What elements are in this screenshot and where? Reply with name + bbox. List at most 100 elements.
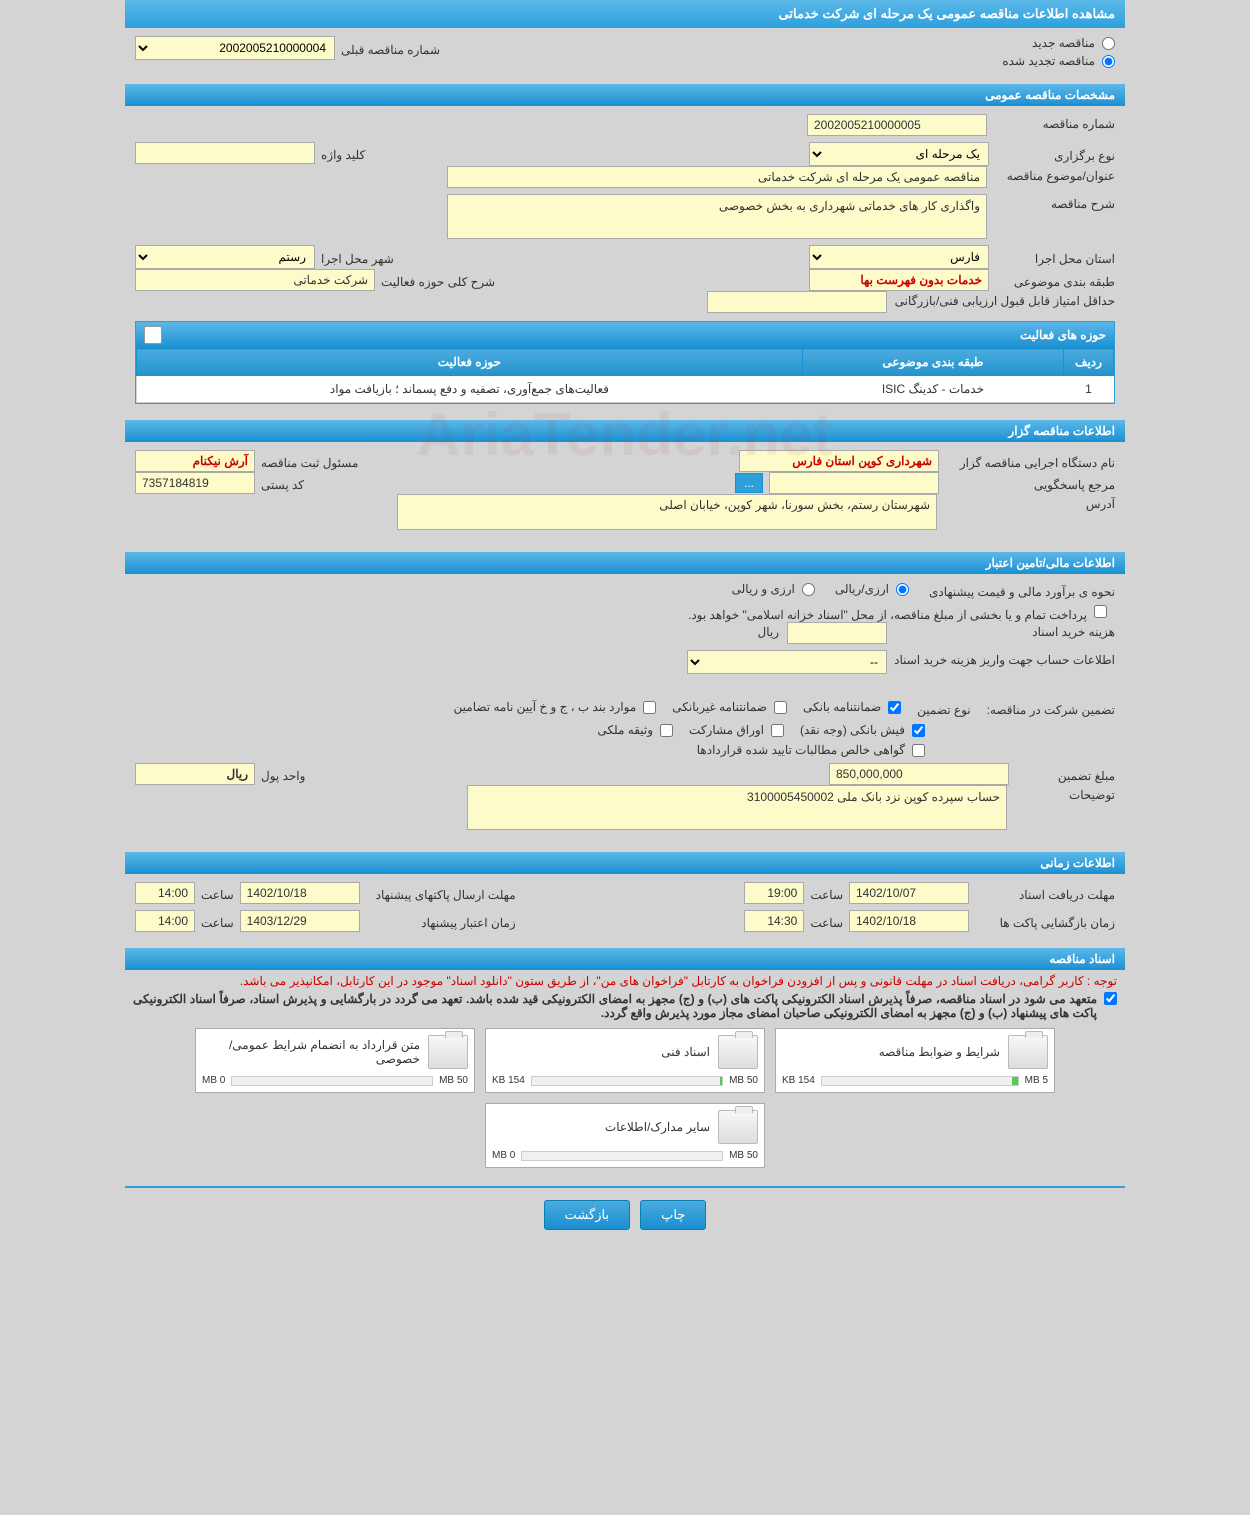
min-score-input[interactable] <box>707 291 887 313</box>
province-select[interactable]: فارس <box>809 245 989 269</box>
activity-table: ردیف طبقه بندی موضوعی حوزه فعالیت 1 خدما… <box>136 348 1114 403</box>
account-info-select[interactable]: -- <box>687 650 887 674</box>
hour-label-3: ساعت <box>810 913 843 930</box>
desc-value: واگذاری کار های خدماتی شهرداری به بخش خص… <box>447 194 987 239</box>
prev-tender-label: شماره مناقصه قبلی <box>341 40 440 57</box>
page-title: مشاهده اطلاعات مناقصه عمومی یک مرحله ای … <box>125 0 1125 28</box>
guarantee-type-label: نوع تضمین <box>917 700 970 717</box>
doc-title: سایر مدارک/اطلاعات <box>492 1120 710 1134</box>
respondent-value <box>769 472 939 494</box>
section-general-header: مشخصات مناقصه عمومی <box>125 84 1125 106</box>
folder-icon <box>718 1035 758 1069</box>
doc-box[interactable]: متن قرارداد به انضمام شرایط عمومی/خصوصی5… <box>195 1028 475 1093</box>
respondent-label: مرجع پاسخگویی <box>945 475 1115 492</box>
commitment-checkbox[interactable] <box>1104 992 1117 1005</box>
account-info-label: اطلاعات حساب جهت واریز هزینه خرید اسناد <box>895 650 1115 667</box>
doc-title: متن قرارداد به انضمام شرایط عمومی/خصوصی <box>202 1038 420 1066</box>
note-red: توجه : کاربر گرامی، دریافت اسناد در مهلت… <box>125 970 1125 992</box>
radio-rial[interactable]: ارزی/ریالی <box>835 582 909 596</box>
radio-renewed-tender[interactable]: مناقصه تجدید شده <box>1002 54 1115 68</box>
row-cat: خدمات - کدینگ ISIC <box>802 376 1063 403</box>
doc-grid: شرایط و ضوابط مناقصه5 MB154 KB اسناد فنی 5… <box>125 1020 1125 1176</box>
col-scope: حوزه فعالیت <box>137 349 803 376</box>
deadline-send-time: 14:00 <box>135 882 195 904</box>
doc-box[interactable]: اسناد فنی 50 MB 154 KB <box>485 1028 765 1093</box>
dots-button[interactable]: ... <box>735 473 763 493</box>
treasury-checkbox[interactable] <box>1094 605 1107 618</box>
radio-currency[interactable]: ارزی و ریالی <box>732 582 815 596</box>
validity-label: زمان اعتبار پیشنهاد <box>366 913 516 930</box>
hour-label-2: ساعت <box>201 885 234 902</box>
bar-track <box>231 1076 433 1086</box>
category-label: طبقه بندی موضوعی <box>995 272 1115 289</box>
deadline-receive-time: 19:00 <box>744 882 804 904</box>
amount-value: 850,000,000 <box>829 763 1009 785</box>
row-scope: فعالیت‌های جمع‌آوری، تصفیه و دفع پسماند … <box>137 376 803 403</box>
activity-panel: حوزه های فعالیت – ردیف طبقه بندی موضوعی … <box>135 321 1115 404</box>
chk-fiche[interactable]: فیش بانکی (وجه نقد) <box>800 723 925 737</box>
guarantee-label: تضمین شرکت در مناقصه: <box>987 700 1115 717</box>
radio-new-tender[interactable]: مناقصه جدید <box>1002 36 1115 50</box>
doc-used: 0 MB <box>492 1150 515 1161</box>
open-label: زمان بازگشایی پاکت ها <box>975 913 1115 930</box>
doc-used: 0 MB <box>202 1075 225 1086</box>
estimate-label: نحوه ی برآورد مالی و قیمت پیشنهادی <box>929 582 1115 599</box>
scope-value: شرکت خدماتی <box>135 269 375 291</box>
validity-date: 1403/12/29 <box>240 910 360 932</box>
folder-icon <box>428 1035 468 1069</box>
chk-nonbank[interactable]: ضمانتنامه غیربانکی <box>672 700 787 714</box>
section-owner-header: اطلاعات مناقصه گزار <box>125 420 1125 442</box>
postal-label: کد پستی <box>261 475 304 492</box>
city-select[interactable]: رستم <box>135 245 315 269</box>
radio-new-input[interactable] <box>1102 37 1115 50</box>
doc-used: 154 KB <box>782 1075 815 1086</box>
bar-track <box>521 1151 723 1161</box>
open-time: 14:30 <box>744 910 804 932</box>
radio-currency-input[interactable] <box>802 583 815 596</box>
scope-label: شرح کلی حوزه فعالیت <box>381 272 495 289</box>
chk-receivables[interactable]: گواهی خالص مطالبات تایید شده قراردادها <box>697 743 925 757</box>
address-value: شهرستان رستم، بخش سورنا، شهر کوپن، خیابا… <box>397 494 937 530</box>
subject-label: عنوان/موضوع مناقصه <box>995 166 1115 183</box>
section-finance-header: اطلاعات مالی/تامین اعتبار <box>125 552 1125 574</box>
radio-new-label: مناقصه جدید <box>1032 36 1095 50</box>
section-time-header: اطلاعات زمانی <box>125 852 1125 874</box>
province-label: استان محل اجرا <box>995 249 1115 266</box>
bar-track <box>821 1076 1019 1086</box>
row-idx: 1 <box>1064 376 1114 403</box>
chk-bank[interactable]: ضمانتنامه بانکی <box>803 700 901 714</box>
radio-rial-input[interactable] <box>896 583 909 596</box>
table-row: 1 خدمات - کدینگ ISIC فعالیت‌های جمع‌آوری… <box>137 376 1114 403</box>
doc-title: شرایط و ضوابط مناقصه <box>782 1045 1000 1059</box>
holding-type-select[interactable]: یک مرحله ای <box>809 142 989 166</box>
validity-time: 14:00 <box>135 910 195 932</box>
doc-used: 154 KB <box>492 1075 525 1086</box>
print-button[interactable]: چاپ <box>640 1200 706 1230</box>
doc-title: اسناد فنی <box>492 1045 710 1059</box>
chk-securities[interactable]: اوراق مشارکت <box>689 723 784 737</box>
back-button[interactable]: بازگشت <box>544 1200 630 1230</box>
subject-value: مناقصه عمومی یک مرحله ای شرکت خدماتی <box>447 166 987 188</box>
doc-box[interactable]: شرایط و ضوابط مناقصه5 MB154 KB <box>775 1028 1055 1093</box>
doc-cap: 50 MB <box>729 1150 758 1161</box>
keyword-input[interactable] <box>135 142 315 164</box>
chk-cases[interactable]: موارد بند ب ، ج و خ آیین نامه تضامین <box>454 700 657 714</box>
radio-renewed-input[interactable] <box>1102 55 1115 68</box>
prev-tender-select[interactable]: 2002005210000004 <box>135 36 335 60</box>
org-label: نام دستگاه اجرایی مناقصه گزار <box>945 453 1115 470</box>
currency-value: ریال <box>135 763 255 785</box>
collapse-button[interactable]: – <box>144 326 162 344</box>
org-value: شهرداری کوپن استان فارس <box>739 450 939 472</box>
open-date: 1402/10/18 <box>849 910 969 932</box>
keyword-label: کلید واژه <box>321 145 365 162</box>
chk-property[interactable]: وثیقه ملکی <box>597 723 673 737</box>
category-value: خدمات بدون فهرست بها <box>809 269 989 291</box>
radio-rial-label: ارزی/ریالی <box>835 582 889 596</box>
doc-cap: 50 MB <box>729 1075 758 1086</box>
reg-status-label: مسئول ثبت مناقصه <box>261 453 358 470</box>
doc-box[interactable]: سایر مدارک/اطلاعات 50 MB 0 MB <box>485 1103 765 1168</box>
hour-label-4: ساعت <box>201 913 234 930</box>
doc-cost-input[interactable] <box>787 622 887 644</box>
deadline-receive-label: مهلت دریافت اسناد <box>975 885 1115 902</box>
postal-value: 7357184819 <box>135 472 255 494</box>
